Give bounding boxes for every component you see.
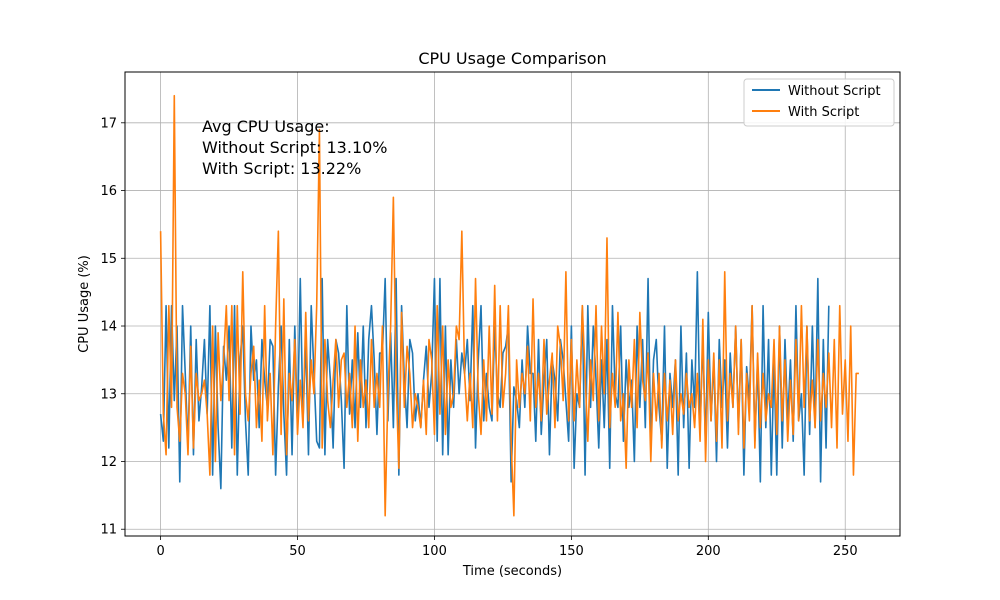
y-tick-label: 16: [100, 184, 117, 199]
x-tick-label: 100: [422, 544, 447, 559]
series-layer: [159, 94, 859, 517]
y-tick-label: 12: [100, 455, 117, 470]
x-axis-label: Time (seconds): [462, 564, 562, 579]
annotation-line-3: With Script: 13.22%: [202, 159, 361, 178]
y-tick-label: 17: [100, 116, 117, 131]
legend-box: [743, 78, 895, 127]
y-tick-label: 11: [100, 523, 117, 538]
annotation-line-2: Without Script: 13.10%: [202, 138, 388, 157]
legend: Without Script With Script: [743, 78, 895, 127]
x-tick-label: 250: [833, 544, 858, 559]
chart-title: CPU Usage Comparison: [418, 49, 606, 68]
plot-frame: [124, 71, 901, 537]
legend-label-with-script: With Script: [788, 105, 859, 120]
x-tick-label: 200: [696, 544, 721, 559]
y-tick-label: 13: [100, 387, 117, 402]
x-tick-label: 150: [559, 544, 584, 559]
y-axis-label: CPU Usage (%): [77, 255, 92, 353]
y-tick-label: 15: [100, 252, 117, 267]
series-line-with-script: [159, 94, 859, 517]
annotation-line-1: Avg CPU Usage:: [202, 117, 330, 136]
y-tick-label: 14: [100, 320, 117, 335]
avg-annotation: Avg CPU Usage: Without Script: 13.10% Wi…: [202, 117, 388, 178]
x-tick-label: 0: [156, 544, 164, 559]
legend-label-without-script: Without Script: [788, 84, 881, 99]
tick-layer: 0 50 100 150 200 250 11 12 13 14 15 16 17: [100, 116, 857, 559]
x-tick-label: 50: [289, 544, 306, 559]
